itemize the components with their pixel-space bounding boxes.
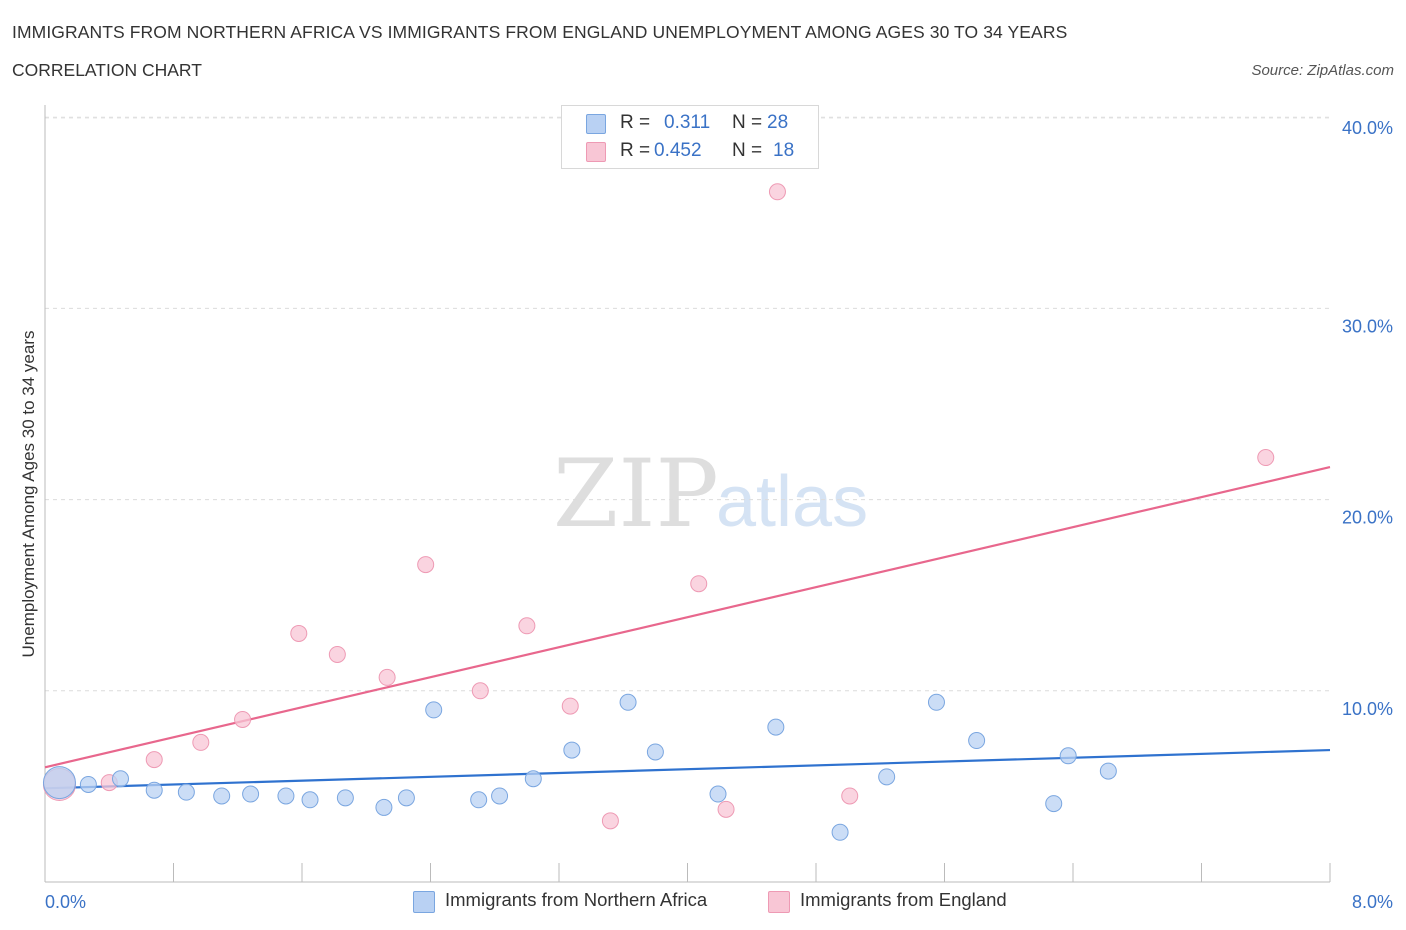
data-point-england [518,617,536,635]
data-point-northern-africa [42,766,76,800]
data-point-northern-africa [277,787,295,805]
legend-swatch-england [768,891,790,913]
r-label: R = [620,112,651,133]
r-label: R = [620,140,651,161]
data-point-england [328,645,346,663]
data-point-northern-africa [301,791,319,809]
data-points [42,183,1275,841]
data-point-northern-africa [927,693,945,711]
data-point-northern-africa [177,783,195,801]
source-label: Source: ZipAtlas.com [1251,62,1394,79]
data-point-northern-africa [79,775,97,793]
data-point-northern-africa [563,741,581,759]
trend-line-northern-africa [44,748,1331,790]
data-point-northern-africa [111,770,129,788]
data-point-northern-africa [968,732,986,750]
data-point-england [234,710,252,728]
r-value: 0.311 [664,112,711,133]
data-point-northern-africa [242,785,260,803]
legend-label-northern-africa: Immigrants from Northern Africa [445,889,708,910]
data-point-england [145,751,163,769]
data-point-england [717,800,735,818]
data-point-england [1257,449,1275,467]
y-tick-label: 10.0% [1342,699,1393,719]
trend-line-england [44,466,1331,769]
data-point-england [192,733,210,751]
r-value: 0.452 [654,140,702,161]
data-point-england [768,183,786,201]
data-point-northern-africa [767,718,785,736]
n-label: N = [732,112,763,133]
legend-label-england: Immigrants from England [800,889,1007,910]
data-point-northern-africa [524,770,542,788]
watermark-zip: ZIP [553,440,719,549]
stats-legend: R = 0.311 N = 28 R = 0.452 N = 18 [561,105,819,169]
data-point-england [290,624,308,642]
n-value: 18 [773,140,795,161]
data-point-northern-africa [336,789,354,807]
data-point-northern-africa [646,743,664,761]
data-point-northern-africa [878,768,896,786]
tick-labels: 10.0% 20.0% 30.0% 40.0% 0.0% 8.0% [45,118,1393,912]
data-point-england [841,787,859,805]
gridlines [45,116,1330,692]
swatch-northern-africa [586,114,606,134]
data-point-northern-africa [425,701,443,719]
chart-title: IMMIGRANTS FROM NORTHERN AFRICA VS IMMIG… [12,22,1068,42]
watermark: ZIP atlas [553,440,868,549]
data-point-northern-africa [375,798,393,816]
y-axis-label: Unemployment Among Ages 30 to 34 years [19,331,38,658]
data-point-northern-africa [213,787,231,805]
data-point-northern-africa [397,789,415,807]
x-tick-label-max: 8.0% [1352,892,1393,912]
data-point-england [471,682,489,700]
trend-lines [44,466,1331,790]
y-tick-label: 20.0% [1342,508,1393,528]
y-tick-label: 40.0% [1342,118,1393,138]
data-point-northern-africa [1045,795,1063,813]
data-point-england [690,575,708,593]
n-label: N = [732,140,763,161]
chart-subtitle: CORRELATION CHART [12,60,202,80]
watermark-atlas: atlas [716,462,868,542]
axes [44,105,1331,883]
data-point-northern-africa [491,787,509,805]
data-point-northern-africa [1099,762,1117,780]
data-point-northern-africa [470,791,488,809]
legend-swatch-northern-africa [413,891,435,913]
data-point-england [561,697,579,715]
data-point-england [417,556,435,574]
data-point-northern-africa [1059,747,1077,765]
n-value: 28 [767,112,789,133]
data-point-northern-africa [831,823,849,841]
data-point-northern-africa [145,781,163,799]
data-point-england [601,812,619,830]
data-point-northern-africa [619,693,637,711]
y-tick-label: 30.0% [1342,316,1393,336]
x-tick-label-min: 0.0% [45,892,86,912]
data-point-northern-africa [709,785,727,803]
swatch-england [586,142,606,162]
data-point-england [378,668,396,686]
